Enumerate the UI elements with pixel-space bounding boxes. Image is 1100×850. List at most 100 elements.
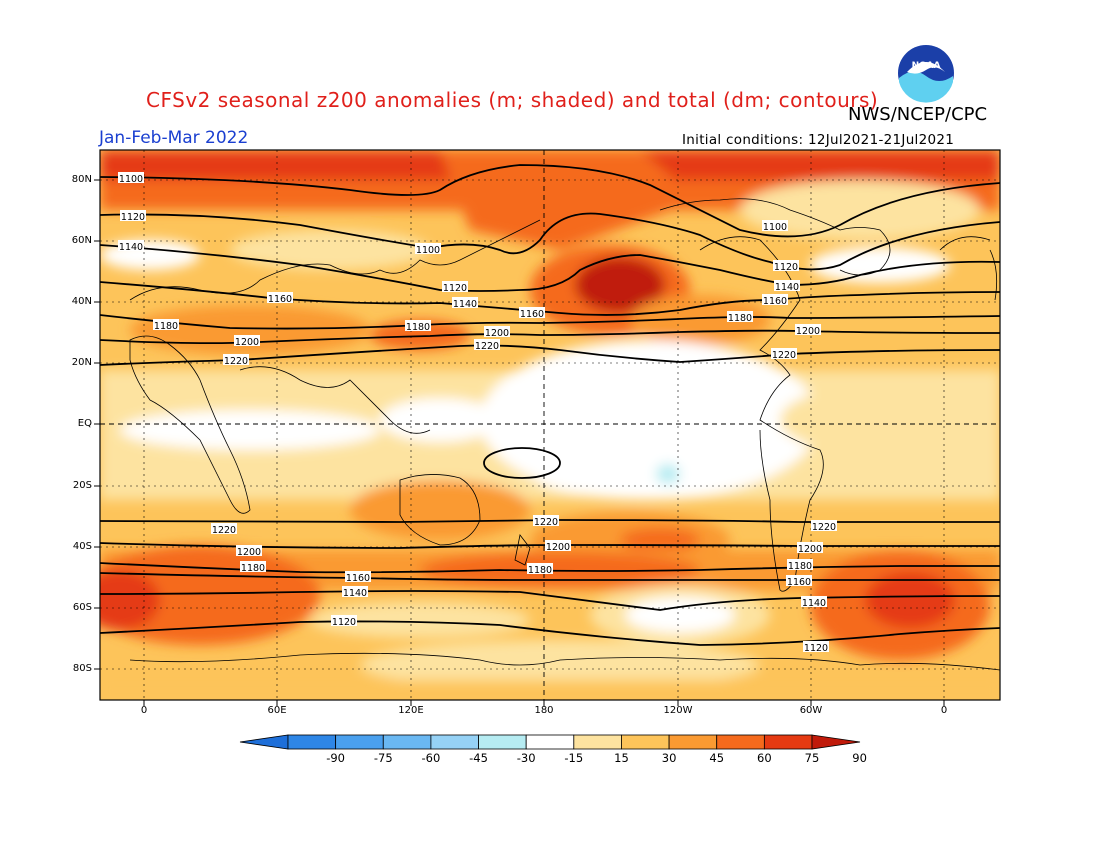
svg-text:1120: 1120 xyxy=(443,283,467,294)
contour-label: 1180 xyxy=(240,561,266,574)
contour-label: 1100 xyxy=(415,243,441,256)
contour-label: 1220 xyxy=(811,520,837,533)
season-label: Jan-Feb-Mar 2022 xyxy=(99,128,249,148)
colorbar-swatch xyxy=(287,734,337,750)
svg-text:1140: 1140 xyxy=(775,282,799,293)
contour-label: 1180 xyxy=(527,563,553,576)
colorbar-swatch xyxy=(239,734,289,750)
lon-label: 0 xyxy=(140,705,148,716)
lat-label: 80S xyxy=(72,663,92,674)
contour-label: 1180 xyxy=(405,320,431,333)
colorbar-tick-label: -90 xyxy=(326,751,346,765)
contour-label: 1120 xyxy=(773,260,799,273)
svg-text:1200: 1200 xyxy=(796,326,820,337)
colorbar-swatch xyxy=(668,734,718,750)
contour-label: 1200 xyxy=(795,324,821,337)
colorbar-swatch xyxy=(478,734,527,750)
svg-text:1100: 1100 xyxy=(119,174,143,185)
svg-text:1160: 1160 xyxy=(763,296,787,307)
lon-label: 120E xyxy=(398,705,424,716)
svg-text:1100: 1100 xyxy=(416,245,440,256)
colorbar xyxy=(239,734,861,750)
lon-label: 120W xyxy=(663,705,693,716)
colorbar-swatch xyxy=(621,734,670,750)
initial-conditions-label: Initial conditions: 12Jul2021-21Jul2021 xyxy=(682,132,955,148)
colorbar-tick-label: -15 xyxy=(564,751,584,765)
colorbar-tick-label: 90 xyxy=(852,751,867,765)
lon-label: 0 xyxy=(940,705,948,716)
colorbar-swatch xyxy=(525,734,575,750)
colorbar-swatch xyxy=(430,734,479,750)
contour-label: 1120 xyxy=(803,641,829,654)
svg-text:1160: 1160 xyxy=(346,573,370,584)
svg-text:1140: 1140 xyxy=(802,598,826,609)
colorbar-tick-label: -30 xyxy=(516,751,536,765)
noaa-logo-icon: NOAA xyxy=(896,43,956,103)
contour-label: 1200 xyxy=(484,326,510,339)
colorbar-tick-label: 15 xyxy=(614,751,629,765)
svg-text:1220: 1220 xyxy=(772,350,796,361)
svg-text:1220: 1220 xyxy=(224,356,248,367)
svg-text:1140: 1140 xyxy=(453,299,477,310)
colorbar-swatch xyxy=(573,734,622,750)
svg-text:1180: 1180 xyxy=(241,563,265,574)
lat-label: 80N xyxy=(71,174,92,185)
svg-text:1200: 1200 xyxy=(546,542,570,553)
svg-text:1120: 1120 xyxy=(774,262,798,273)
svg-text:1200: 1200 xyxy=(485,328,509,339)
contour-label: 1160 xyxy=(786,575,812,588)
map-frame xyxy=(99,149,1001,701)
svg-text:1200: 1200 xyxy=(235,337,259,348)
contour-labels: 1100 1120 1140 1160 1180 1200 1220 1100 1120 1140… xyxy=(118,172,837,654)
svg-text:1220: 1220 xyxy=(534,517,558,528)
contour-label: 1200 xyxy=(234,335,260,348)
svg-text:1180: 1180 xyxy=(788,561,812,572)
lat-label: 40N xyxy=(71,296,92,307)
colorbar-tick-label: -75 xyxy=(373,751,393,765)
contour-label: 1140 xyxy=(118,240,144,253)
svg-text:1180: 1180 xyxy=(406,322,430,333)
contour-label: 1160 xyxy=(267,292,293,305)
contour-label: 1160 xyxy=(762,294,788,307)
lon-label: 180 xyxy=(534,705,554,716)
svg-text:1120: 1120 xyxy=(332,617,356,628)
svg-text:1180: 1180 xyxy=(154,321,178,332)
contour-label: 1120 xyxy=(120,210,146,223)
contour-label: 1100 xyxy=(762,220,788,233)
colorbar-tick-label: 60 xyxy=(757,751,772,765)
colorbar-tick-label: -60 xyxy=(421,751,441,765)
contour-label: 1220 xyxy=(533,515,559,528)
colorbar-swatch xyxy=(716,734,765,750)
contour-label: 1180 xyxy=(727,311,753,324)
lat-label: 20S xyxy=(72,480,92,491)
lat-label: EQ xyxy=(77,418,92,429)
contour-label: 1140 xyxy=(801,596,827,609)
colorbar-swatch xyxy=(811,734,861,750)
contour-label: 1180 xyxy=(787,559,813,572)
lat-label: 40S xyxy=(72,541,92,552)
svg-text:1180: 1180 xyxy=(528,565,552,576)
contour-label: 1200 xyxy=(545,540,571,553)
svg-text:1100: 1100 xyxy=(763,222,787,233)
contour-label: 1160 xyxy=(519,307,545,320)
contour-label: 1220 xyxy=(223,354,249,367)
lat-label: 20N xyxy=(71,357,92,368)
contour-label: 1220 xyxy=(474,339,500,352)
contour-label: 1220 xyxy=(211,523,237,536)
svg-text:1120: 1120 xyxy=(121,212,145,223)
lat-label: 60N xyxy=(71,235,92,246)
svg-text:1220: 1220 xyxy=(812,522,836,533)
contour-label: 1140 xyxy=(774,280,800,293)
svg-text:1220: 1220 xyxy=(212,525,236,536)
svg-text:1160: 1160 xyxy=(268,294,292,305)
equator-dateline xyxy=(100,150,1000,700)
contour-label: 1200 xyxy=(797,542,823,555)
colorbar-tick-label: 75 xyxy=(804,751,820,765)
svg-text:1140: 1140 xyxy=(119,242,143,253)
svg-text:1220: 1220 xyxy=(475,341,499,352)
svg-text:1160: 1160 xyxy=(520,309,544,320)
lon-label: 60E xyxy=(267,705,287,716)
svg-text:1140: 1140 xyxy=(343,588,367,599)
lat-label: 60S xyxy=(72,602,92,613)
